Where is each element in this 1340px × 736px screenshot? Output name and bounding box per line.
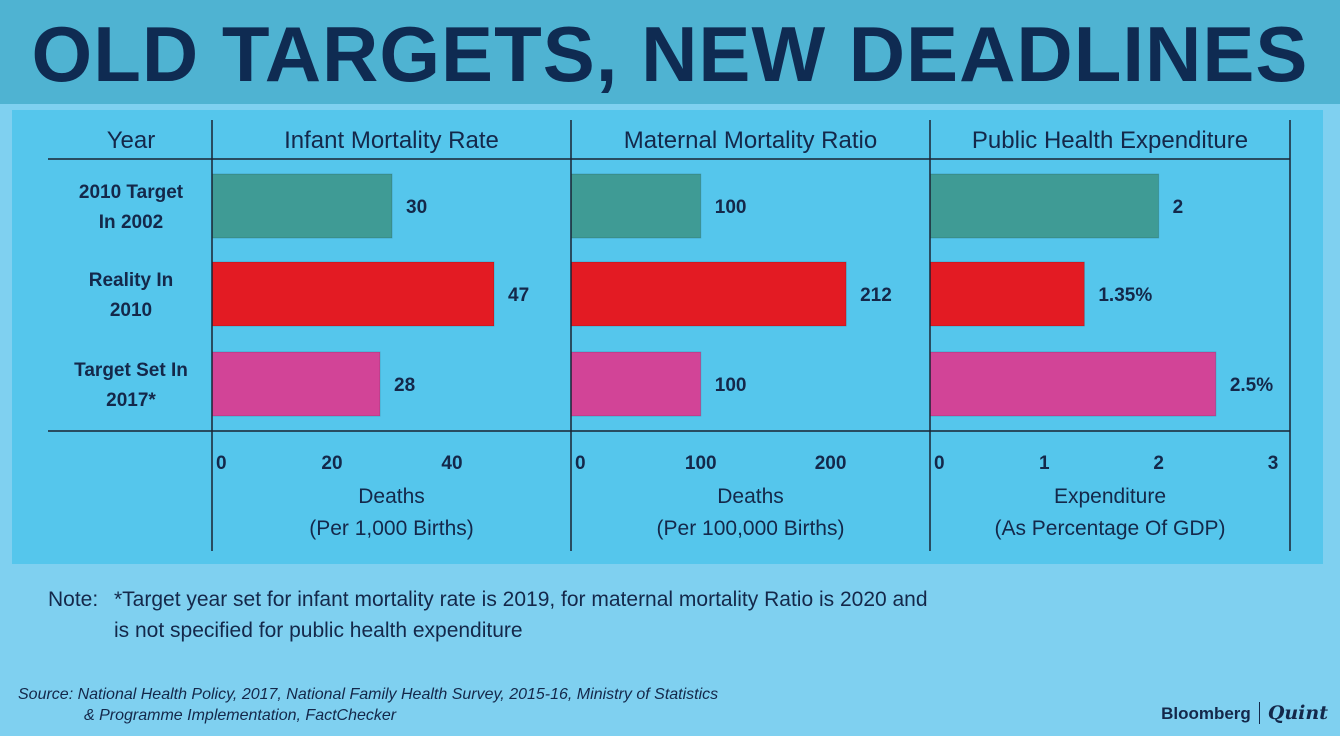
tick-0-1: 20 [321,453,342,474]
source-line-2: & Programme Implementation, FactChecker [84,707,397,724]
tick-1-2: 200 [815,453,847,474]
bar-label-2-1: 1.35% [1098,285,1152,306]
axis-label-1-line-1: (Per 100,000 Births) [657,517,845,540]
tick-1-1: 100 [685,453,717,474]
tick-0-2: 40 [441,453,462,474]
note-prefix: Note: [48,588,99,611]
tick-2-3: 3 [1268,453,1279,474]
bar-2-1 [929,261,1085,327]
bar-0-0 [211,173,393,239]
note-line-2: is not specified for public health expen… [114,619,523,642]
panel-title-0: Infant Mortality Rate [284,127,499,154]
note-line-1: *Target year set for infant mortality ra… [114,588,928,611]
row-label-0-line-1: In 2002 [99,212,163,233]
row-label-2-line-1: 2017* [106,390,156,411]
page-title: OLD TARGETS, NEW DEADLINES [31,10,1309,98]
source-line-1: Source: National Health Policy, 2017, Na… [18,686,719,703]
bar-label-0-1: 47 [508,285,529,306]
bar-label-0-2: 28 [394,375,415,396]
bar-label-1-1: 212 [860,285,892,306]
bar-label-2-2: 2.5% [1230,375,1273,396]
tick-2-2: 2 [1153,453,1164,474]
bar-label-0-0: 30 [406,197,427,218]
bar-label-2-0: 2 [1173,197,1184,218]
bar-2-2 [929,351,1217,417]
footnote: Note: *Target year set for infant mortali… [48,584,928,646]
panel-title-2: Public Health Expenditure [972,127,1248,154]
bar-label-1-0: 100 [715,197,747,218]
axis-label-0-line-0: Deaths [358,485,425,508]
tick-2-1: 1 [1039,453,1050,474]
bar-1-1 [570,261,847,327]
tick-1-0: 0 [575,453,586,474]
source-citation: Source: National Health Policy, 2017, Na… [18,684,718,726]
header-banner: OLD TARGETS, NEW DEADLINES [0,0,1340,104]
brand-name-2: Quint [1267,702,1328,724]
row-label-1-line-0: Reality In [89,270,173,291]
brand-name-1: Bloomberg [1161,704,1251,723]
axis-label-2-line-1: (As Percentage Of GDP) [994,517,1225,540]
bar-0-1 [211,261,495,327]
tick-0-0: 0 [216,453,227,474]
tick-2-0: 0 [934,453,945,474]
bar-label-1-2: 100 [715,375,747,396]
bar-1-2 [570,351,702,417]
bar-0-2 [211,351,381,417]
year-header: Year [107,127,156,154]
row-label-0-line-0: 2010 Target [79,182,184,203]
axis-label-0-line-1: (Per 1,000 Births) [309,517,474,540]
brand-divider [1258,702,1260,724]
bar-1-0 [570,173,702,239]
row-label-1-line-1: 2010 [110,300,152,321]
panel-title-1: Maternal Mortality Ratio [624,127,877,154]
brand-logo: Bloomberg Quint [1161,702,1328,724]
axis-label-1-line-0: Deaths [717,485,784,508]
bar-2-0 [929,173,1160,239]
axis-label-2-line-0: Expenditure [1054,485,1166,508]
row-label-2-line-0: Target Set In [74,360,188,381]
